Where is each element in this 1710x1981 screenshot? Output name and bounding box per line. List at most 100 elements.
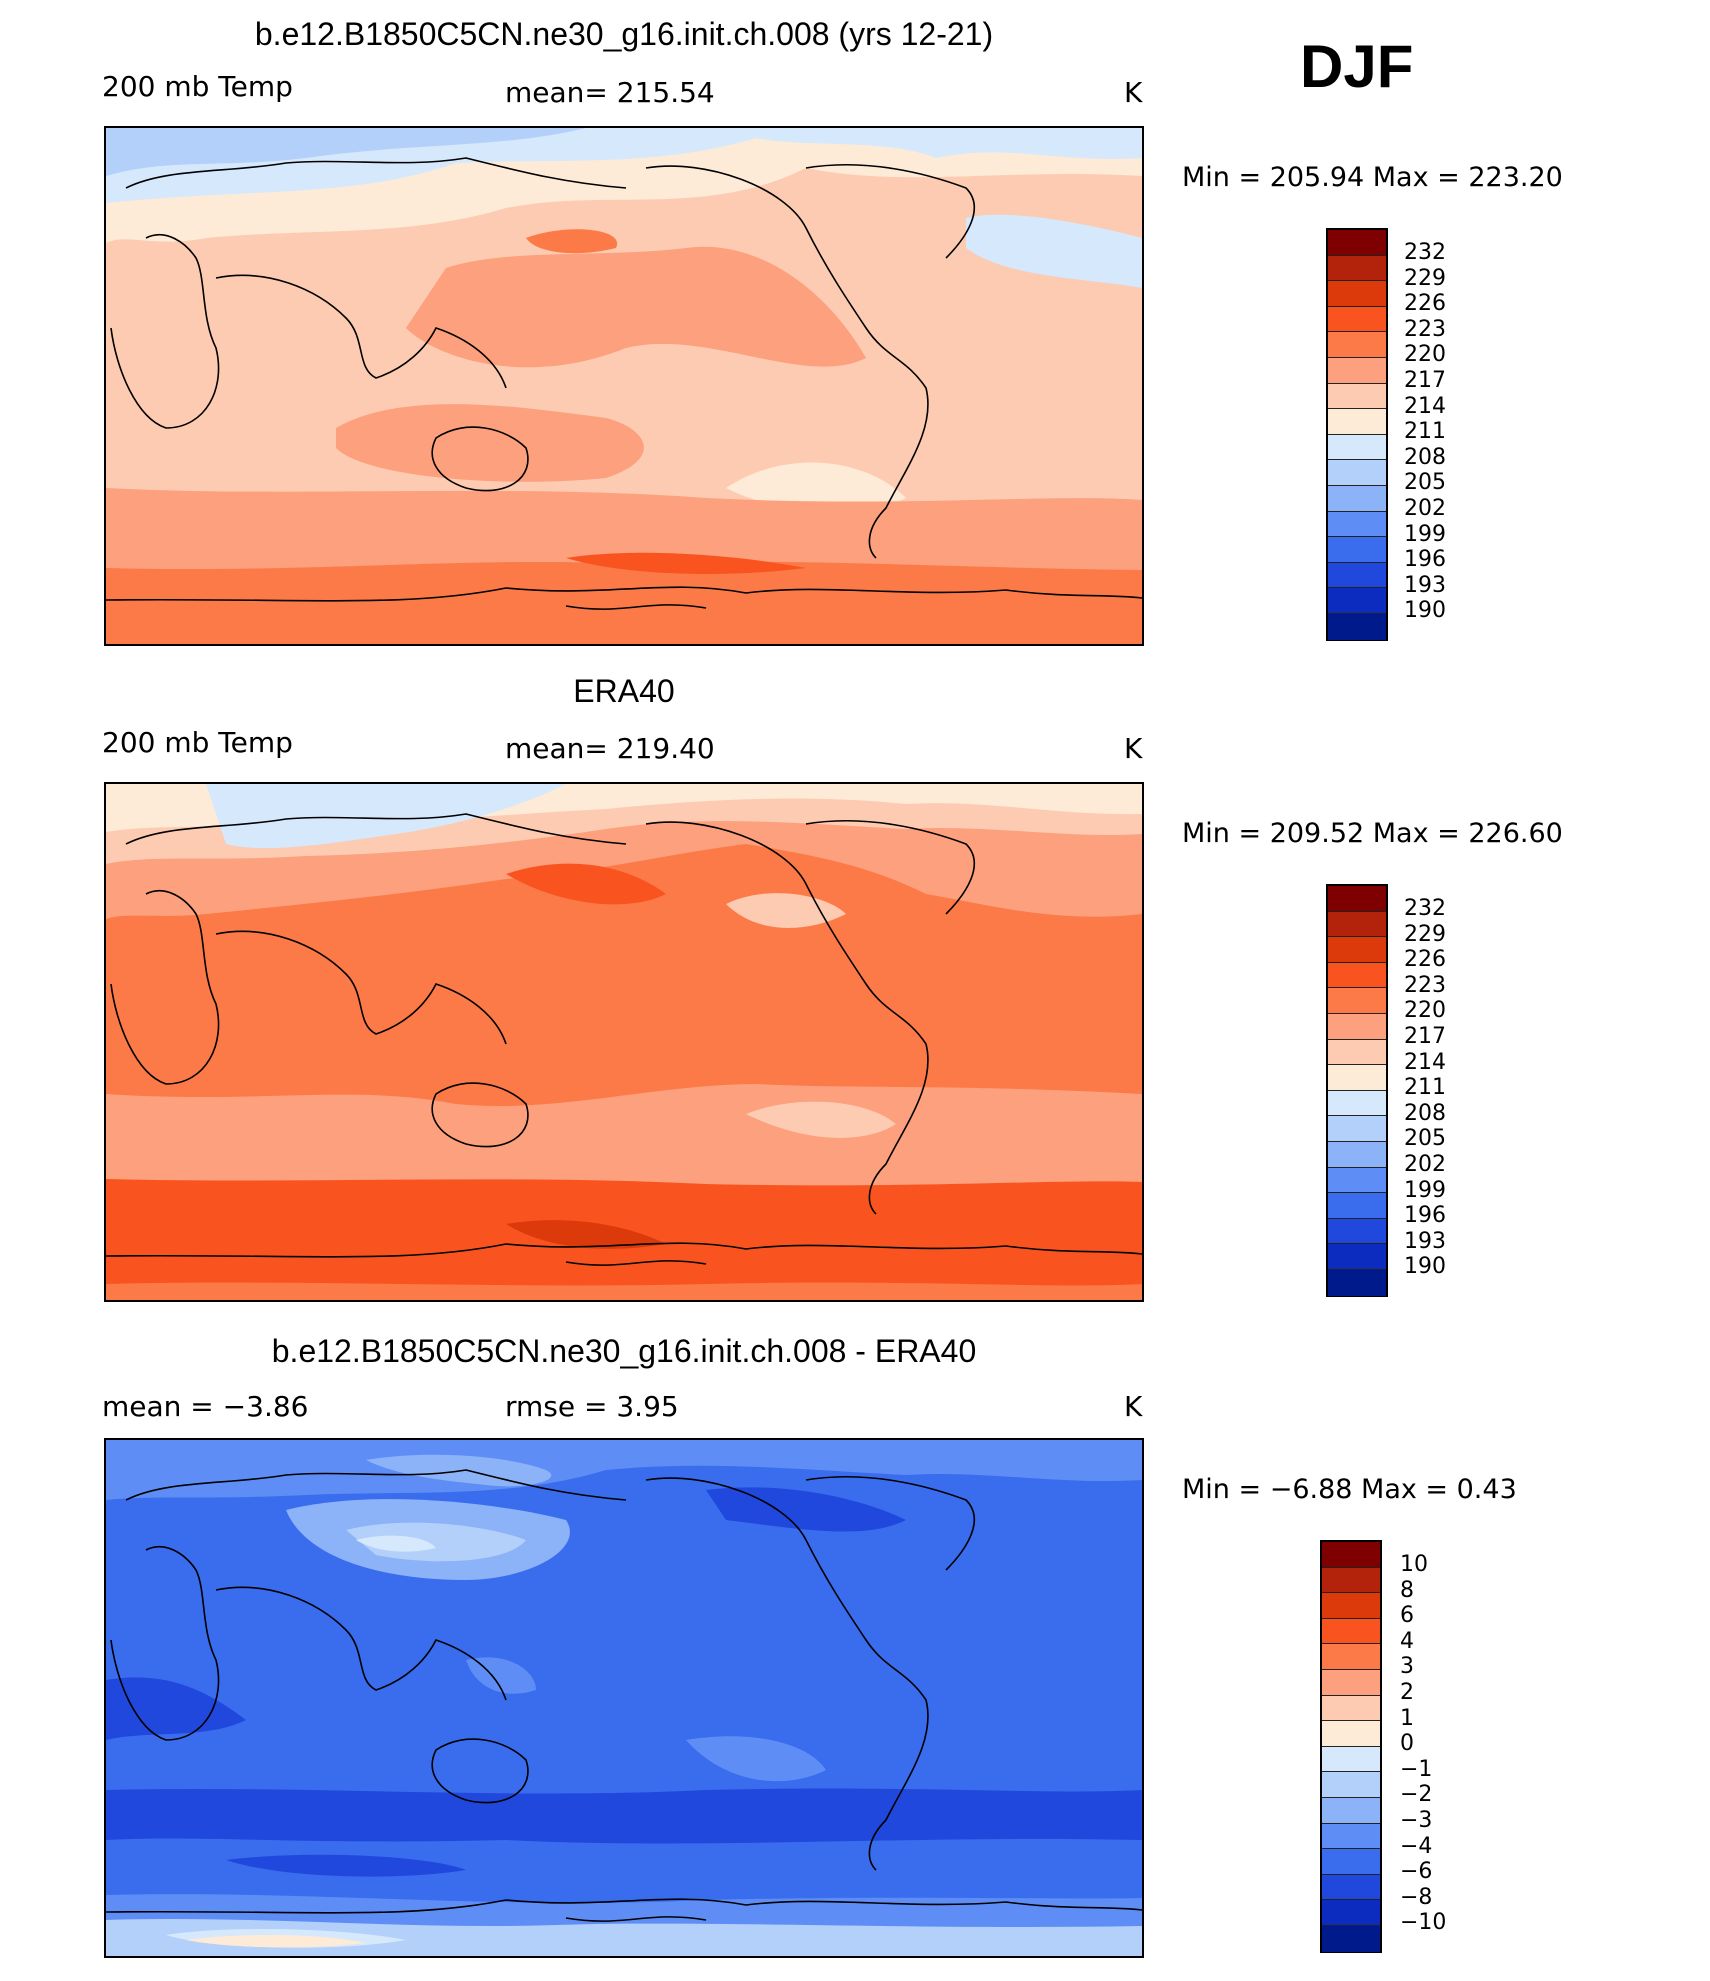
colorbar-tick: 10: [1400, 1552, 1428, 1577]
colorbar-tick: 3: [1400, 1654, 1414, 1680]
colorbar-box: [1328, 562, 1386, 589]
panel2-mean-label: mean= 219.40: [505, 732, 715, 765]
colorbar-tick: 220: [1404, 998, 1446, 1024]
colorbar-tick: 199: [1404, 521, 1446, 547]
colorbar-tick: 208: [1404, 444, 1446, 470]
colorbar-box: [1322, 1797, 1380, 1824]
panel2-left-label: 200 mb Temp: [102, 726, 293, 759]
colorbar-tick: 8: [1400, 1577, 1414, 1603]
colorbar-box: [1328, 383, 1386, 410]
colorbar-tick: 4: [1400, 1628, 1414, 1654]
colorbar-box: [1322, 1721, 1380, 1747]
colorbar-tick: −3: [1400, 1808, 1433, 1833]
colorbar-box: [1322, 1542, 1380, 1568]
colorbar-tick: 226: [1404, 947, 1446, 973]
colorbar-box: [1328, 613, 1386, 640]
colorbar-box: [1328, 1269, 1386, 1296]
colorbar-tick: 232: [1404, 240, 1446, 265]
colorbar-tick: 208: [1404, 1100, 1446, 1126]
colorbar-tick: 226: [1404, 291, 1446, 317]
colorbar-tick: −8: [1400, 1884, 1433, 1910]
colorbar-tick: 190: [1404, 598, 1446, 624]
colorbar-tick: 229: [1404, 265, 1446, 291]
colorbar-tick: −6: [1400, 1859, 1433, 1885]
colorbar-tick: −10: [1400, 1910, 1447, 1936]
colorbar-box: [1322, 1567, 1380, 1594]
colorbar-box: [1328, 485, 1386, 512]
panel1-mean-label: mean= 215.54: [505, 76, 715, 109]
colorbar-box: [1328, 460, 1386, 486]
colorbar-tick: 229: [1404, 921, 1446, 947]
panel3-difference-map: [104, 1438, 1144, 1958]
panel1-minmax: Min = 205.94 Max = 223.20: [1182, 162, 1563, 193]
panel2-minmax: Min = 209.52 Max = 226.60: [1182, 818, 1563, 849]
colorbar-tick: 202: [1404, 1152, 1446, 1177]
colorbar-box: [1328, 434, 1386, 461]
colorbar-box: [1328, 1167, 1386, 1194]
panel3-mean-label: mean = −3.86: [102, 1390, 309, 1423]
panel1-colorbar: [1326, 228, 1388, 641]
panel2-unit: K: [1124, 732, 1143, 765]
colorbar-tick: 199: [1404, 1177, 1446, 1203]
colorbar-box: [1328, 911, 1386, 938]
colorbar-box: [1328, 1193, 1386, 1219]
colorbar-tick: 214: [1404, 1049, 1446, 1075]
panel3-colorbar: [1320, 1540, 1382, 1953]
colorbar-box: [1322, 1746, 1380, 1773]
colorbar-box: [1328, 1065, 1386, 1091]
colorbar-tick: 196: [1404, 1203, 1446, 1229]
colorbar-box: [1328, 255, 1386, 282]
colorbar-box: [1328, 962, 1386, 989]
colorbar-box: [1322, 1849, 1380, 1875]
colorbar-tick: 217: [1404, 368, 1446, 393]
colorbar-tick: 190: [1404, 1254, 1446, 1280]
colorbar-box: [1328, 937, 1386, 963]
panel3-minmax: Min = −6.88 Max = 0.43: [1182, 1474, 1517, 1505]
colorbar-tick: 223: [1404, 972, 1446, 998]
panel1-title: b.e12.B1850C5CN.ne30_g16.init.ch.008 (yr…: [254, 16, 994, 52]
panel3-rmse-label: rmse = 3.95: [505, 1390, 679, 1423]
colorbar-box: [1328, 1090, 1386, 1117]
panel3-title: b.e12.B1850C5CN.ne30_g16.init.ch.008 - E…: [271, 1333, 977, 1369]
panel1-left-label: 200 mb Temp: [102, 70, 293, 103]
panel2-colorbar: [1326, 884, 1388, 1297]
colorbar-box: [1328, 537, 1386, 563]
colorbar-tick: 220: [1404, 342, 1446, 368]
colorbar-box: [1328, 1116, 1386, 1142]
colorbar-box: [1322, 1669, 1380, 1696]
colorbar-box: [1322, 1874, 1380, 1901]
colorbar-tick: 232: [1404, 896, 1446, 921]
colorbar-tick: 211: [1404, 1075, 1446, 1101]
colorbar-box: [1322, 1900, 1380, 1926]
colorbar-tick: 196: [1404, 547, 1446, 573]
colorbar-box: [1328, 281, 1386, 307]
colorbar-tick: 211: [1404, 419, 1446, 445]
panel3-unit: K: [1124, 1390, 1143, 1423]
colorbar-box: [1328, 1244, 1386, 1270]
colorbar-box: [1322, 1618, 1380, 1645]
colorbar-box: [1328, 511, 1386, 538]
colorbar-box: [1328, 1141, 1386, 1168]
panel1-unit: K: [1124, 76, 1143, 109]
colorbar-tick: 217: [1404, 1024, 1446, 1049]
colorbar-box: [1328, 306, 1386, 333]
panel2-title: ERA40: [573, 673, 675, 709]
colorbar-tick: −2: [1400, 1782, 1433, 1808]
colorbar-tick: −4: [1400, 1833, 1433, 1859]
colorbar-box: [1328, 886, 1386, 912]
season-label: DJF: [1300, 33, 1414, 100]
colorbar-box: [1328, 357, 1386, 384]
colorbar-box: [1328, 1218, 1386, 1245]
colorbar-box: [1322, 1823, 1380, 1850]
colorbar-box: [1328, 230, 1386, 256]
colorbar-tick: 2: [1400, 1680, 1414, 1705]
colorbar-box: [1322, 1695, 1380, 1722]
panel2-era40-map: [104, 782, 1144, 1302]
colorbar-tick: 0: [1400, 1731, 1414, 1757]
colorbar-tick: 193: [1404, 1228, 1446, 1254]
colorbar-box: [1328, 988, 1386, 1014]
colorbar-box: [1328, 1039, 1386, 1066]
panel1-model-map: [104, 126, 1144, 646]
colorbar-tick: 205: [1404, 470, 1446, 496]
colorbar-box: [1328, 1013, 1386, 1040]
